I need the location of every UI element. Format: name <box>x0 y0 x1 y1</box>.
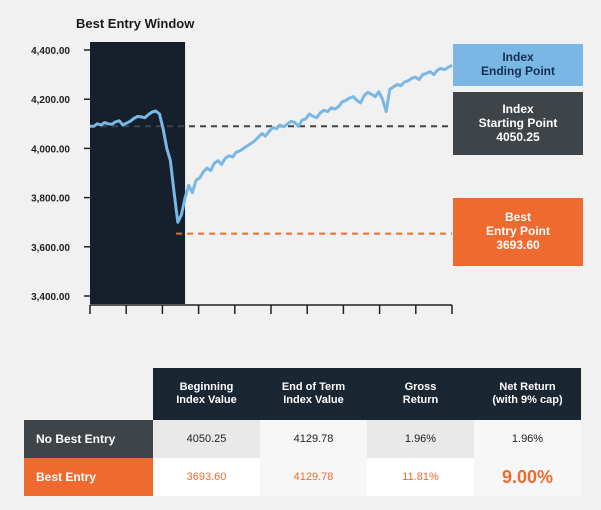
col-header-line: End of Term <box>281 381 346 393</box>
table-cell: 1.96% <box>367 420 474 458</box>
y-axis: 4,400.00 4,200.00 4,000.00 3,800.00 3,600.00… <box>31 46 92 303</box>
col-header-line: Beginning <box>179 381 234 393</box>
starting-callout-line2: Starting Point <box>478 116 558 130</box>
y-tick-label: 4,400.00 <box>31 46 70 57</box>
col-header-line: Return <box>402 394 439 406</box>
y-tick-label: 4,200.00 <box>31 95 70 106</box>
table-cell: 4050.25 <box>153 420 260 458</box>
col-header-line: Index Value <box>176 394 237 406</box>
reference-lines <box>90 125 452 235</box>
best-callout-line2: Entry Point <box>485 224 550 238</box>
best-callout-value: 3693.60 <box>496 238 540 252</box>
col-header-line: Index Value <box>283 394 344 406</box>
col-header-line: (with 9% cap) <box>492 394 563 406</box>
y-tick-label: 3,400.00 <box>31 292 70 303</box>
col-header-beginning: Beginning Index Value <box>153 368 260 420</box>
results-table: Beginning Index Value End of Term Index … <box>24 368 581 496</box>
best-entry-callout: Best Entry Point 3693.60 <box>453 198 583 266</box>
ending-point-callout: Index Ending Point <box>453 44 583 86</box>
starting-callout-line1: Index <box>502 102 534 116</box>
row-label: No Best Entry <box>24 420 153 458</box>
table-cell-highlight: 9.00% <box>474 458 581 496</box>
y-tick-label: 3,800.00 <box>31 194 70 205</box>
table-cell: 4129.78 <box>260 420 367 458</box>
col-header-end: End of Term Index Value <box>260 368 367 420</box>
ending-callout-line1: Index <box>502 50 534 64</box>
table-cell: 3693.60 <box>153 458 260 496</box>
col-header-gross: Gross Return <box>367 368 474 420</box>
table-row: Best Entry 3693.60 4129.78 11.81% 9.00% <box>24 458 581 496</box>
best-entry-window <box>90 42 186 304</box>
ending-callout-line2: Ending Point <box>481 64 555 78</box>
index-series-line <box>90 63 453 224</box>
y-tick-label: 4,000.00 <box>31 144 70 155</box>
table-header-row: Beginning Index Value End of Term Index … <box>24 368 581 420</box>
starting-callout-value: 4050.25 <box>496 130 540 144</box>
line-chart: Best Entry Window 4,400.00 4,200.00 4,000.… <box>31 16 453 314</box>
y-tick-label: 3,600.00 <box>31 243 70 254</box>
table-cell: 4129.78 <box>260 458 367 496</box>
best-callout-line1: Best <box>504 210 531 224</box>
starting-point-callout: Index Starting Point 4050.25 <box>453 92 583 155</box>
col-header-line: Gross <box>404 381 437 393</box>
table-cell: 11.81% <box>367 458 474 496</box>
table-cell: 1.96% <box>474 420 581 458</box>
col-header-line: Net Return <box>499 381 556 393</box>
chart-title: Best Entry Window <box>76 16 195 31</box>
row-label: Best Entry <box>24 458 153 496</box>
x-axis <box>89 304 453 314</box>
table-row: No Best Entry 4050.25 4129.78 1.96% 1.96… <box>24 420 581 458</box>
col-header-net: Net Return (with 9% cap) <box>474 368 581 420</box>
table-corner <box>24 368 153 420</box>
